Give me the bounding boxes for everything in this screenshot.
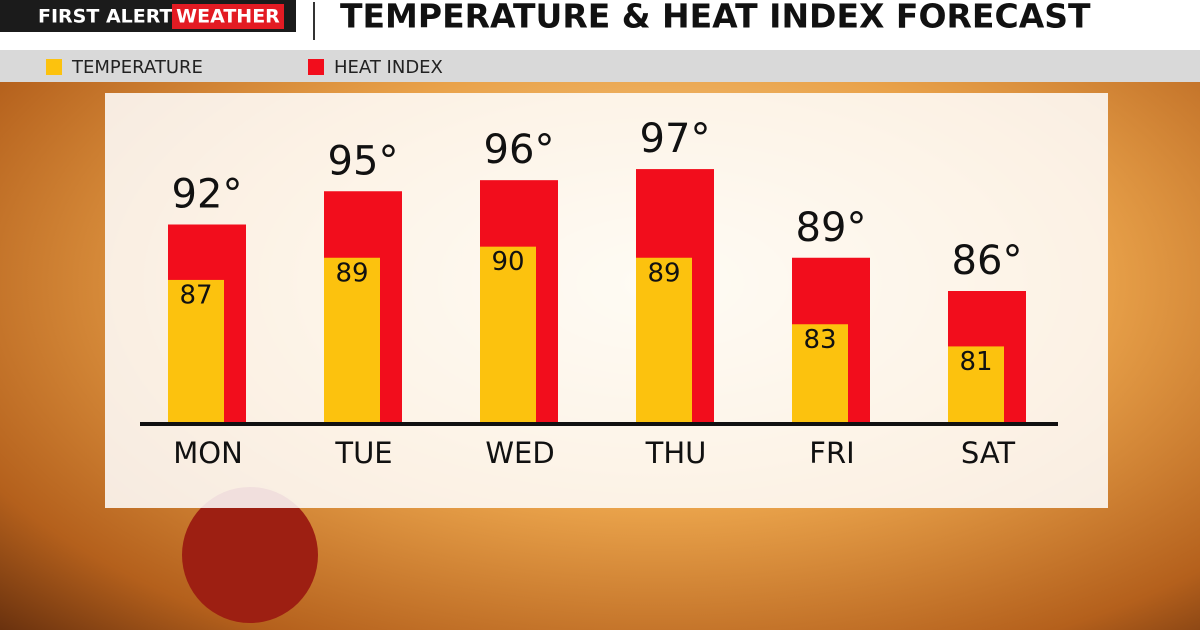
- chart-panel: [105, 93, 1108, 508]
- temperature-bar: [792, 324, 848, 424]
- legend-label: HEAT INDEX: [334, 57, 443, 78]
- thermometer-bulb: [182, 487, 318, 623]
- x-tick-label: MON: [173, 436, 243, 470]
- temperature-label: 83: [803, 325, 836, 355]
- brand: FIRST ALERT: [38, 6, 173, 28]
- brand-highlight: WEATHER: [176, 6, 280, 28]
- x-tick-label: THU: [645, 436, 707, 470]
- legend-bar: [0, 50, 1200, 82]
- temperature-label: 90: [491, 247, 524, 277]
- legend-label: TEMPERATURE: [71, 57, 203, 78]
- legend-swatch: [308, 59, 324, 75]
- chart-title: TEMPERATURE & HEAT INDEX FORECAST: [340, 0, 1091, 36]
- x-tick-label: TUE: [334, 436, 392, 470]
- temperature-label: 89: [335, 258, 368, 288]
- x-tick-label: FRI: [809, 436, 854, 470]
- brand-highlight-bg: [172, 4, 284, 29]
- heat-index-label: 92°: [172, 172, 243, 218]
- temperature-bar: [480, 246, 536, 424]
- temperature-label: 81: [959, 347, 992, 377]
- temperature-bar: [168, 279, 224, 424]
- temperature-bar: [636, 257, 692, 424]
- x-tick-label: WED: [485, 436, 554, 470]
- temperature-label: 89: [647, 258, 680, 288]
- heat-index-label: 96°: [484, 127, 555, 173]
- heat-index-label: 89°: [796, 205, 867, 251]
- legend-swatch: [46, 59, 62, 75]
- temperature-bar: [948, 346, 1004, 424]
- temperature-label: 87: [179, 280, 212, 310]
- heat-index-label: 97°: [640, 116, 711, 162]
- heat-index-label: 86°: [952, 238, 1023, 284]
- heat-index-label: 95°: [328, 138, 399, 184]
- x-tick-label: SAT: [961, 436, 1016, 470]
- temperature-bar: [324, 257, 380, 424]
